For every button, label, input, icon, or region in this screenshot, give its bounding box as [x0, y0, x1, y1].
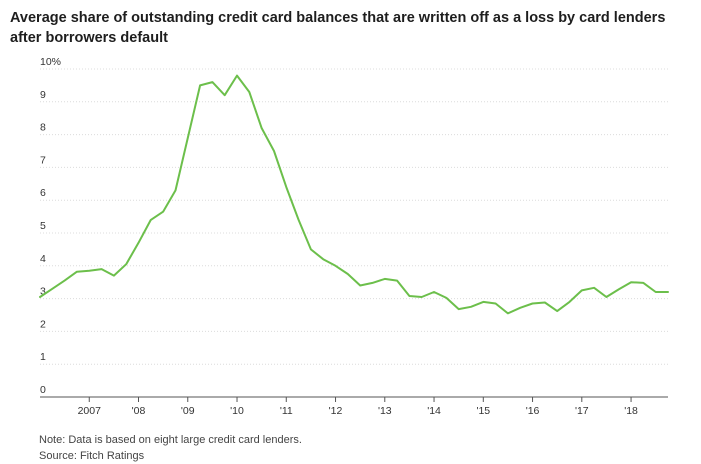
y-tick-label: 0	[40, 384, 46, 396]
x-tick-label: '13	[378, 405, 392, 417]
x-tick-label: '15	[476, 405, 490, 417]
y-tick-label: 4	[40, 253, 46, 265]
x-tick-label: '12	[329, 405, 343, 417]
gridlines	[40, 68, 668, 365]
y-tick-label: 9	[40, 89, 46, 101]
x-tick-label: '09	[181, 405, 195, 417]
series-line	[39, 74, 669, 315]
y-tick-label: 8	[40, 122, 46, 134]
y-tick-label: 3	[40, 286, 46, 298]
series-layer	[39, 74, 669, 315]
x-tick-label: '08	[132, 405, 146, 417]
chart-note: Note: Data is based on eight large credi…	[39, 434, 302, 446]
x-tick-label: '16	[526, 405, 540, 417]
y-tick-label: 5	[40, 220, 46, 232]
y-tick-label: 7	[40, 154, 46, 166]
chart-source: Source: Fitch Ratings	[39, 450, 145, 462]
x-axis-ticks: 2007 '08 '09 '10 '11 '12 '13 '14 '15 '16 '17 '18	[78, 397, 638, 417]
x-tick-label: '17	[575, 405, 589, 417]
x-tick-label: '14	[427, 405, 441, 417]
y-tick-label: 1	[40, 351, 46, 363]
chart-footer: Note: Data is based on eight large credi…	[39, 432, 302, 464]
x-tick-label: 2007	[78, 405, 102, 417]
chart-title: Average share of outstanding credit card…	[10, 10, 666, 46]
y-axis-ticks: 10% 9 8 7 6 5 4 3 2 1 0	[40, 56, 61, 396]
y-tick-label: 6	[40, 187, 46, 199]
x-tick-label: '10	[230, 405, 244, 417]
y-tick-label: 10%	[40, 56, 61, 68]
x-tick-label: '18	[624, 405, 638, 417]
x-tick-label: '11	[280, 405, 293, 417]
y-tick-label: 2	[40, 318, 46, 330]
